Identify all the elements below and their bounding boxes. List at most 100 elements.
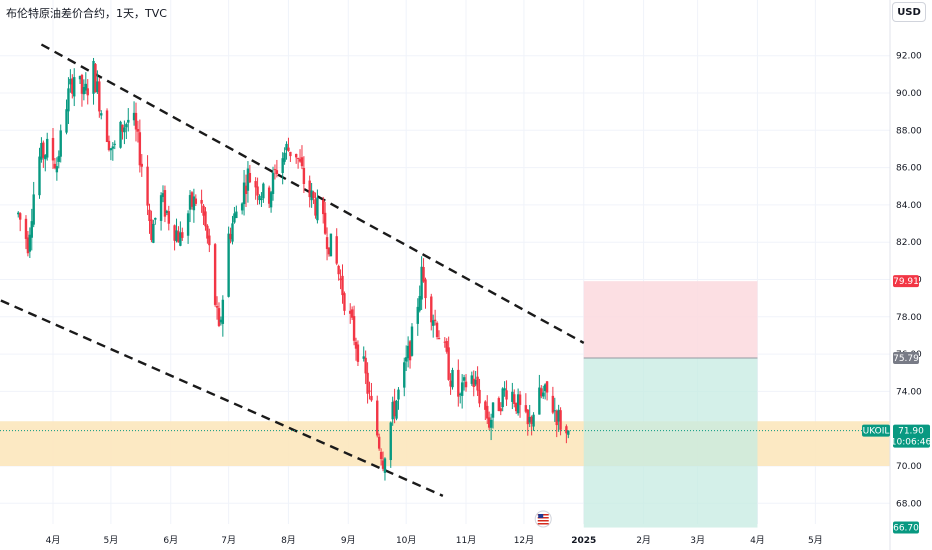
candle-body xyxy=(24,218,28,239)
candle-body xyxy=(289,151,292,157)
candle-body xyxy=(69,78,72,85)
candle-body xyxy=(404,357,408,362)
candle-body xyxy=(352,316,356,341)
candle-body xyxy=(370,395,373,401)
candle-body xyxy=(84,83,88,91)
candle-body xyxy=(308,180,311,198)
currency-button[interactable]: USD xyxy=(892,2,926,22)
candle-body xyxy=(310,190,313,201)
candle-body xyxy=(86,88,89,96)
candle-body xyxy=(559,410,562,430)
candle-body xyxy=(28,234,32,252)
candle-body xyxy=(100,113,103,116)
candle-body xyxy=(119,121,122,148)
time-tick-label: 9月 xyxy=(341,535,356,546)
candle-body xyxy=(538,387,541,415)
candle-body xyxy=(406,345,410,359)
candle-body xyxy=(283,152,286,162)
candle-body xyxy=(244,185,248,195)
candle-body xyxy=(186,213,190,236)
candle-body xyxy=(190,192,194,207)
candle-body xyxy=(484,401,487,410)
candle-body xyxy=(256,186,259,196)
candle-body xyxy=(410,326,414,356)
candle-body xyxy=(487,417,491,428)
candle-body xyxy=(312,191,315,199)
candle-body xyxy=(376,400,379,436)
candle-body xyxy=(457,369,460,397)
candle-body xyxy=(518,394,522,405)
candle-body xyxy=(269,192,273,208)
candle-body xyxy=(323,212,327,234)
candle-body xyxy=(258,195,261,201)
candle-body xyxy=(433,319,437,321)
candle-body xyxy=(235,211,238,219)
price-tick-label: 78.00 xyxy=(896,313,922,323)
candle-body xyxy=(213,244,217,305)
candle-body xyxy=(215,306,219,308)
time-axis: 4月 5月 6月 7月 8月 9月 10月 11月 12月 2025 2月 3月 4月 5月 xyxy=(46,535,823,546)
candle-body xyxy=(505,390,508,400)
candle-body xyxy=(163,190,167,217)
price-tick-label: 82.00 xyxy=(896,238,922,248)
price-tick-label: 84.00 xyxy=(896,201,922,211)
candle-body xyxy=(123,127,126,133)
current-price-text: 71.90 xyxy=(898,427,924,437)
candle-body xyxy=(273,169,277,171)
candle-body xyxy=(489,419,493,428)
candle-body xyxy=(420,266,423,300)
candle-body xyxy=(17,212,20,215)
price-tick-label: 70.00 xyxy=(896,462,922,472)
us-flag-icon[interactable] xyxy=(534,510,552,528)
candle-body xyxy=(447,347,450,380)
candle-body xyxy=(294,153,298,158)
candle-body xyxy=(459,393,462,395)
candle-body xyxy=(51,137,55,161)
candle-body xyxy=(161,193,165,198)
time-tick-label: 3月 xyxy=(690,535,705,546)
flag-canton xyxy=(538,514,544,518)
candle-body xyxy=(173,225,176,241)
candle-body xyxy=(46,138,49,158)
candle-body xyxy=(113,143,116,145)
candle-body xyxy=(542,392,545,397)
candle-body xyxy=(362,356,365,359)
candle-body xyxy=(329,233,333,257)
candle-body xyxy=(476,376,479,391)
time-tick-label: 4月 xyxy=(46,535,61,546)
candle-body xyxy=(325,237,329,249)
candle-body xyxy=(121,124,124,132)
candle-body xyxy=(42,142,45,158)
candle-body xyxy=(59,130,62,157)
candle-body xyxy=(167,211,170,224)
candle-body xyxy=(339,278,342,281)
candle-body xyxy=(499,408,502,412)
candle-body xyxy=(551,395,555,413)
time-tick-label: 5月 xyxy=(808,535,823,546)
time-tick-label: 12月 xyxy=(514,535,534,546)
price-tick-label: 92.00 xyxy=(896,52,922,62)
candle-body xyxy=(553,410,556,412)
candle-body xyxy=(140,163,143,167)
time-tick-label: 2025 xyxy=(571,536,596,546)
candle-body xyxy=(462,377,466,381)
candle-body xyxy=(497,398,501,412)
candle-body xyxy=(368,390,371,392)
target-price-tag-text: 66.70 xyxy=(893,524,919,534)
candle-body xyxy=(350,309,354,318)
candle-body xyxy=(159,195,163,221)
candle-body xyxy=(530,416,533,424)
entry-price-tag-bg xyxy=(893,352,919,365)
candle-body xyxy=(403,362,406,388)
candle-body xyxy=(67,88,70,112)
candle-body xyxy=(200,199,203,204)
candle-body xyxy=(138,132,142,166)
candle-body xyxy=(281,158,284,174)
candle-body xyxy=(528,416,531,423)
candle-body xyxy=(217,308,221,326)
candle-body xyxy=(432,320,435,326)
time-tick-label: 4月 xyxy=(750,535,765,546)
candle-body xyxy=(44,155,47,160)
